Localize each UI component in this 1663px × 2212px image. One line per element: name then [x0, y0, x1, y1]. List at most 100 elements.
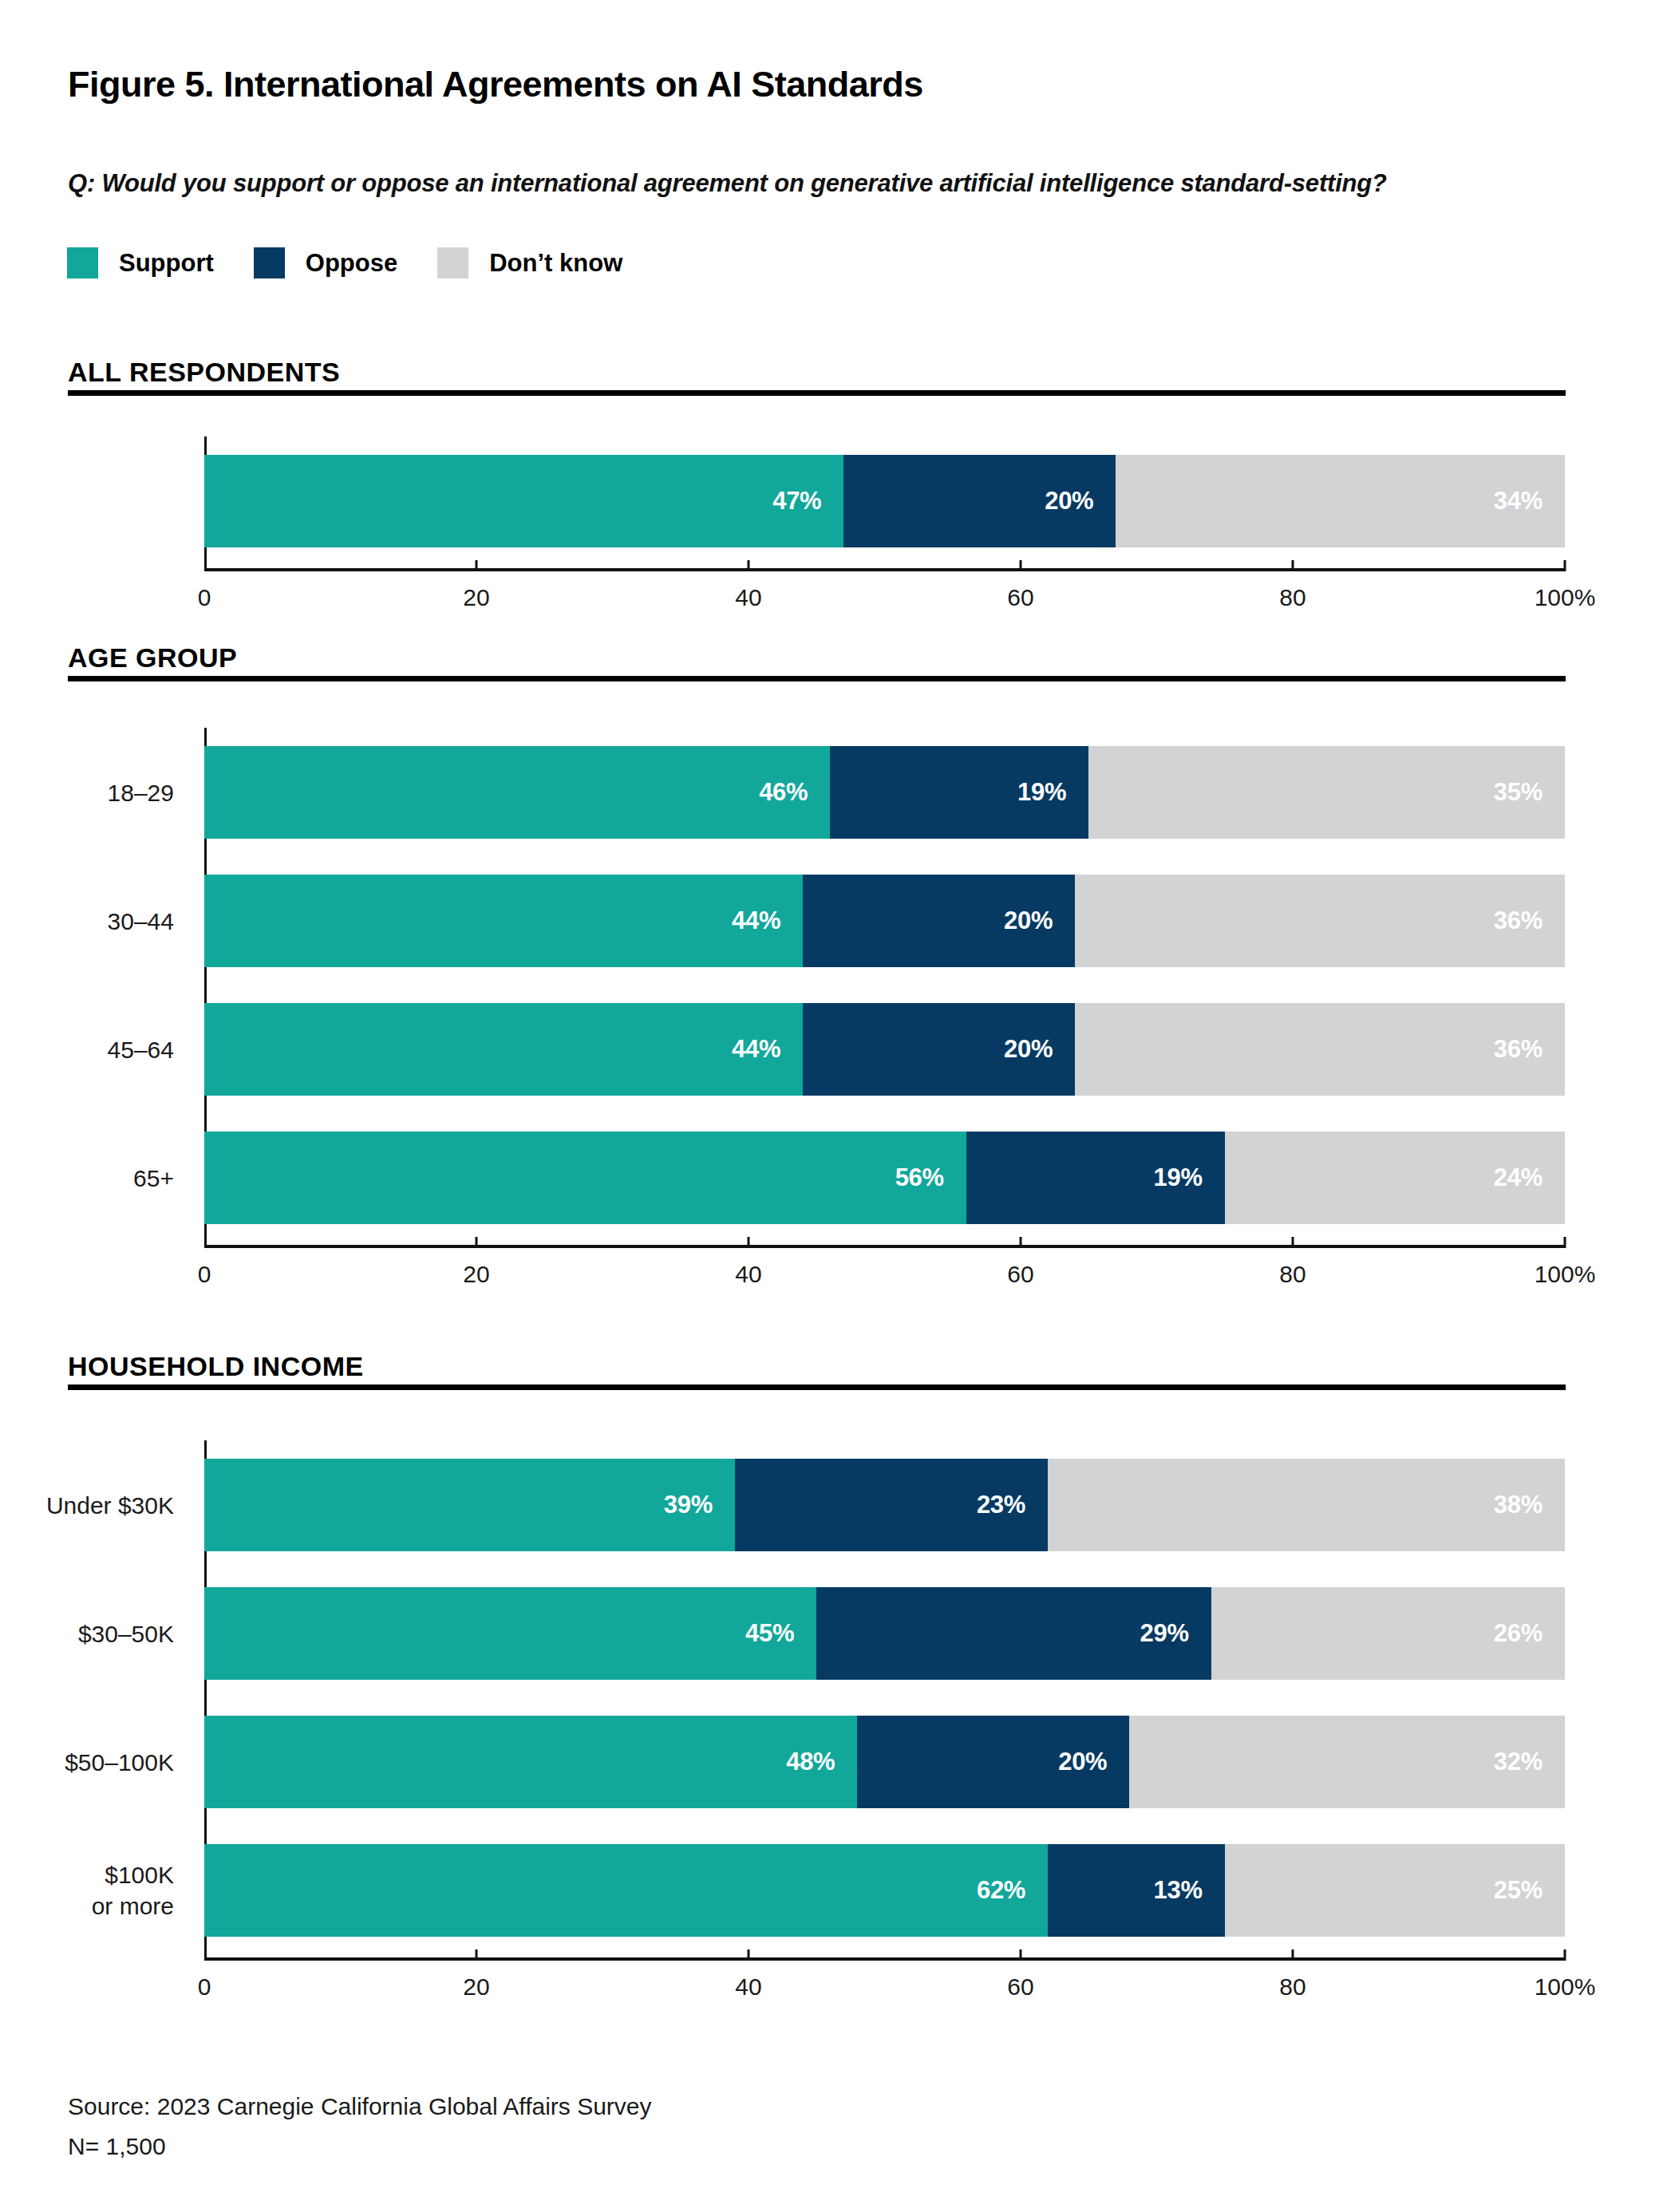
bar-value-label: 35% — [1494, 778, 1543, 807]
section-title: AGE GROUP — [68, 642, 1663, 673]
legend-label-don-t-know: Don’t know — [489, 249, 622, 278]
legend-label-support: Support — [119, 249, 214, 278]
bar-segment-don-t-know: 32% — [1129, 1716, 1565, 1808]
bar-segment-oppose: 20% — [843, 455, 1116, 547]
legend: Support Oppose Don’t know — [67, 247, 622, 278]
legend-swatch-support — [67, 247, 98, 278]
bar-value-label: 20% — [1045, 487, 1093, 515]
bar-value-label: 36% — [1494, 1035, 1543, 1064]
section-rule — [68, 676, 1566, 681]
bar-row: Under $30K39%23%38% — [204, 1459, 1565, 1551]
bar-value-label: 36% — [1494, 907, 1543, 935]
bar-value-label: 46% — [759, 778, 808, 807]
x-tick-label: 80 — [1279, 1261, 1306, 1288]
bar-segment-support: 46% — [204, 746, 830, 839]
section-title: HOUSEHOLD INCOME — [68, 1350, 1663, 1382]
x-tick-label: 100% — [1535, 1261, 1596, 1288]
bar-segment-don-t-know: 36% — [1075, 875, 1565, 967]
bar-segment-support: 62% — [204, 1844, 1048, 1937]
bar-row: $50–100K48%20%32% — [204, 1716, 1565, 1808]
bar-value-label: 38% — [1494, 1491, 1543, 1519]
x-tick-label: 40 — [735, 1261, 761, 1288]
x-tick-label: 60 — [1007, 1973, 1033, 2001]
category-label: $30–50K — [0, 1618, 174, 1649]
category-label: $100K or more — [0, 1859, 174, 1922]
bar-value-label: 29% — [1140, 1619, 1189, 1648]
bar-segment-oppose: 19% — [966, 1132, 1225, 1224]
plot-area: 47% 20% 34% — [204, 436, 1565, 571]
bar-segment-support: 44% — [204, 1003, 803, 1096]
bar-row: 45–6444%20%36% — [204, 1003, 1565, 1096]
x-axis-labels: 020406080100% — [204, 571, 1565, 613]
x-tick-label: 80 — [1279, 1973, 1306, 2001]
x-axis-tick — [1564, 560, 1566, 571]
x-tick-label: 0 — [198, 584, 211, 611]
x-axis-tick — [1292, 560, 1294, 571]
bar-value-label: 44% — [732, 907, 780, 935]
category-label: 65+ — [0, 1163, 174, 1194]
source-block: Source: 2023 Carnegie California Global … — [68, 2087, 652, 2167]
section-age-group: AGE GROUP18–2946%19%35%30–4444%20%36%45–… — [0, 642, 1663, 1290]
x-tick-label: 100% — [1535, 584, 1596, 611]
bar-value-label: 39% — [664, 1491, 713, 1519]
legend-item-oppose: Oppose — [254, 247, 397, 278]
bar-value-label: 48% — [786, 1748, 835, 1776]
bar-segment-oppose: 13% — [1048, 1844, 1225, 1937]
bar-value-label: 19% — [1154, 1163, 1203, 1192]
bar-value-label: 34% — [1494, 487, 1543, 515]
x-axis-tick — [1564, 1949, 1566, 1961]
legend-swatch-don-t-know — [437, 247, 468, 278]
x-tick-label: 100% — [1535, 1973, 1596, 2001]
x-axis-tick — [1564, 1237, 1566, 1248]
x-tick-label: 0 — [198, 1261, 211, 1288]
bar-segment-support: 44% — [204, 875, 803, 967]
bar-segment-don-t-know: 24% — [1225, 1132, 1565, 1224]
figure-title: Figure 5. International Agreements on AI… — [68, 64, 923, 105]
category-label: 30–44 — [0, 906, 174, 937]
x-axis-tick — [476, 1949, 478, 1961]
bar-segment-support: 48% — [204, 1716, 857, 1808]
x-tick-label: 40 — [735, 1973, 761, 2001]
plot-area: Under $30K39%23%38%$30–50K45%29%26%$50–1… — [204, 1440, 1565, 1961]
bar-segment-don-t-know: 25% — [1225, 1844, 1565, 1937]
x-axis-tick — [1020, 560, 1022, 571]
bar-row: $30–50K45%29%26% — [204, 1587, 1565, 1680]
bar-chart: Under $30K39%23%38%$30–50K45%29%26%$50–1… — [204, 1440, 1565, 2002]
x-axis-tick — [1292, 1949, 1294, 1961]
bar-row: 47% 20% 34% — [204, 455, 1565, 547]
x-axis-tick — [1020, 1237, 1022, 1248]
bar-segment-don-t-know: 38% — [1048, 1459, 1565, 1551]
bar-segment-oppose: 20% — [857, 1716, 1129, 1808]
bar-segment-don-t-know: 26% — [1211, 1587, 1565, 1680]
bar-value-label: 25% — [1494, 1876, 1543, 1905]
x-tick-label: 40 — [735, 584, 761, 611]
bar-segment-oppose: 29% — [816, 1587, 1211, 1680]
section-rule — [68, 1384, 1566, 1390]
bar-segment-don-t-know: 34% — [1116, 455, 1565, 547]
bar-value-label: 45% — [745, 1619, 794, 1648]
bar-segment-oppose: 20% — [803, 1003, 1075, 1096]
bar-value-label: 20% — [1004, 907, 1053, 935]
legend-label-oppose: Oppose — [306, 249, 397, 278]
bar-value-label: 32% — [1494, 1748, 1543, 1776]
section-rule — [68, 390, 1566, 396]
bar-row: 30–4444%20%36% — [204, 875, 1565, 967]
bar-value-label: 13% — [1154, 1876, 1203, 1905]
x-tick-label: 0 — [198, 1973, 211, 2001]
bar-row: $100K or more62%13%25% — [204, 1844, 1565, 1937]
bar-value-label: 47% — [772, 487, 821, 515]
bar-value-label: 23% — [977, 1491, 1025, 1519]
bar-segment-oppose: 19% — [830, 746, 1088, 839]
bar-segment-oppose: 23% — [735, 1459, 1048, 1551]
bar-value-label: 56% — [895, 1163, 944, 1192]
bar-segment-support: 45% — [204, 1587, 816, 1680]
bar-row: 65+56%19%24% — [204, 1132, 1565, 1224]
bar-chart: 18–2946%19%35%30–4444%20%36%45–6444%20%3… — [204, 728, 1565, 1290]
bar-segment-oppose: 20% — [803, 875, 1075, 967]
x-tick-label: 20 — [463, 1261, 489, 1288]
figure-page: Figure 5. International Agreements on AI… — [0, 0, 1663, 2212]
x-axis-tick — [748, 1949, 750, 1961]
bar-value-label: 26% — [1494, 1619, 1543, 1648]
legend-swatch-oppose — [254, 247, 285, 278]
x-tick-label: 20 — [463, 584, 489, 611]
